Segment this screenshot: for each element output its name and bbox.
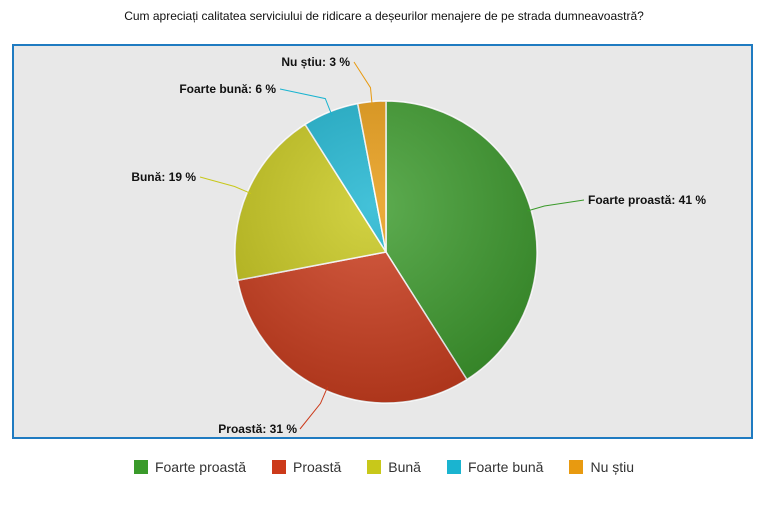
legend-item[interactable]: Nu știu	[569, 459, 634, 475]
legend-swatch	[446, 460, 461, 474]
slice-label: Foarte proastă: 41 %	[588, 193, 706, 207]
legend-label: Foarte proastă	[154, 459, 247, 475]
pie-chart: Foarte proastă: 41 % Proastă: 31 % Bună: 1…	[131, 55, 706, 436]
plot-area: Foarte proastă: 41 % Proastă: 31 % Bună: 1…	[12, 44, 753, 439]
legend-label: Proastă	[293, 459, 342, 475]
legend: Foarte proastă Proastă Bună Foarte bună Nu ș…	[0, 459, 768, 475]
legend-item[interactable]: Foarte bună	[446, 459, 544, 475]
slice-label: Bună: 19 %	[131, 170, 196, 184]
legend-item[interactable]: Foarte proastă	[133, 459, 247, 475]
legend-label: Foarte bună	[467, 459, 544, 475]
slice-label: Foarte bună: 6 %	[179, 82, 276, 96]
legend-label: Nu știu	[590, 459, 635, 475]
legend-swatch	[367, 460, 382, 474]
legend-item[interactable]: Bună	[367, 459, 421, 475]
leader-line	[353, 61, 373, 106]
slice-label: Nu știu: 3 %	[281, 55, 350, 69]
legend-swatch	[133, 460, 148, 474]
legend-item[interactable]: Proastă	[272, 459, 341, 475]
leader-line	[199, 176, 252, 195]
legend-label: Bună	[388, 459, 421, 475]
legend-swatch	[272, 460, 287, 474]
leader-line	[527, 199, 585, 212]
chart-title: Cum apreciați calitatea serviciului de r…	[124, 9, 644, 23]
slice-label: Proastă: 31 %	[218, 422, 297, 436]
leader-line	[279, 88, 333, 116]
leader-line	[299, 386, 329, 430]
legend-swatch	[569, 460, 584, 474]
